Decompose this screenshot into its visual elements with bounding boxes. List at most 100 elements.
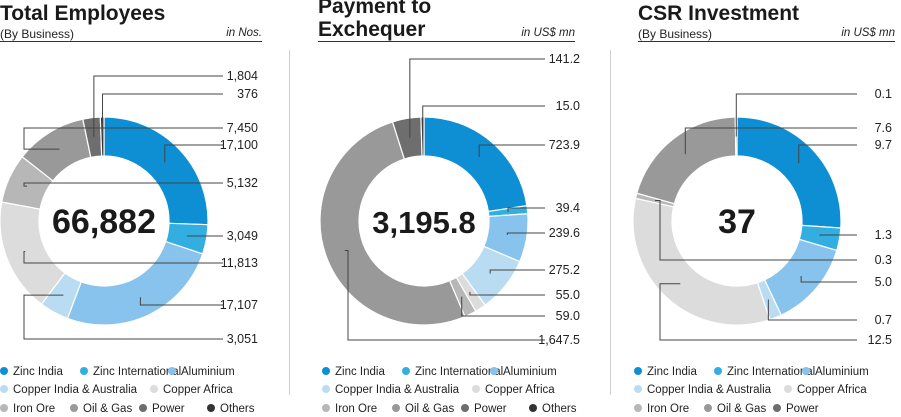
- leader-line-copper-india-and-australia: [23, 294, 223, 340]
- legend-swatch: [634, 367, 642, 375]
- legend-swatch: [0, 404, 8, 412]
- legend-label: Iron Ore: [335, 403, 378, 415]
- leader-line-copper-india-and-australia: [489, 269, 545, 274]
- value-label-aluminium: 17,107: [220, 298, 258, 312]
- leader-line-others: [102, 93, 223, 137]
- legend-swatch: [207, 404, 215, 412]
- slice-zinc-india: [736, 116, 842, 229]
- legend-label: Power: [152, 403, 185, 415]
- legend-item-copper-india-and-australia: Copper India & Australia: [634, 384, 771, 396]
- legend-swatch: [322, 404, 330, 412]
- legend-label: Aluminium: [503, 366, 557, 378]
- value-label-others: 15.0: [556, 99, 580, 113]
- value-label-copper-africa: 55.0: [556, 288, 580, 302]
- legend-item-iron-ore: Iron Ore: [634, 403, 689, 415]
- chart-unit: in Nos.: [226, 27, 262, 39]
- leader-line-oil-and-gas: [23, 127, 223, 150]
- legend-swatch: [461, 404, 469, 412]
- legend-swatch: [139, 404, 147, 412]
- legend-label: Oil & Gas: [405, 403, 455, 415]
- slice-oil-and-gas: [636, 116, 737, 205]
- value-label-iron-ore: 5,132: [227, 176, 258, 190]
- value-label-power: 1,804: [227, 69, 258, 83]
- value-label-zinc-international: 1.3: [875, 228, 892, 242]
- value-label-zinc-india: 17,100: [220, 138, 258, 152]
- value-label-copper-india-and-australia: 275.2: [549, 263, 580, 277]
- value-label-power: 141.2: [549, 52, 580, 66]
- slice-others: [99, 116, 105, 157]
- legend-label: Copper India & Australia: [647, 384, 772, 396]
- value-label-iron-ore: 0.3: [875, 253, 892, 267]
- legend-swatch: [322, 367, 330, 375]
- legend-swatch: [490, 367, 498, 375]
- legend-label: Copper India & Australia: [335, 384, 460, 396]
- legend-swatch: [634, 404, 642, 412]
- panel-csr-investment: CSR Investment (By Business) in US$ mn 9…: [632, 0, 901, 417]
- value-label-copper-india-and-australia: 3,051: [227, 332, 258, 346]
- legend-item-aluminium: Aluminium: [802, 366, 869, 378]
- value-label-zinc-international: 39.4: [556, 201, 580, 215]
- legend-label: Copper Africa: [485, 384, 555, 396]
- legend-swatch: [714, 367, 722, 375]
- leader-line-others: [422, 105, 545, 137]
- legend-label: Copper India & Australia: [13, 384, 138, 396]
- legend-item-power: Power: [773, 403, 819, 415]
- legend-item-zinc-international: Zinc International: [714, 366, 815, 378]
- legend-item-aluminium: Aluminium: [490, 366, 557, 378]
- legend-swatch: [322, 385, 330, 393]
- legend-swatch: [704, 404, 712, 412]
- donut-chart-exchequer: 723.9 39.4 239.6 275.2 55.0 59.0 1,647.5 141.2 1…: [319, 52, 580, 347]
- legend-swatch: [402, 367, 410, 375]
- legend-item-copper-africa: Copper Africa: [150, 384, 233, 396]
- donut-chart-employees: 17,100 3,049 17,107 3,051 11,813 5,132 7,450 1,…: [0, 69, 258, 346]
- legend-item-copper-africa: Copper Africa: [472, 384, 555, 396]
- slice-aluminium: [66, 240, 204, 326]
- leader-line-oil-and-gas: [344, 249, 545, 341]
- legend-swatch: [168, 367, 176, 375]
- center-total-label: 37: [718, 203, 756, 241]
- value-label-zinc-india: 9.7: [875, 138, 892, 152]
- legend-label: Power: [474, 403, 507, 415]
- legend-item-oil-and-gas: Oil & Gas: [392, 403, 454, 415]
- leader-line-iron-ore: [23, 182, 223, 187]
- leader-line-zinc-india: [478, 144, 545, 158]
- legend-label: Oil & Gas: [83, 403, 133, 415]
- value-label-aluminium: 5.0: [875, 275, 892, 289]
- legend-swatch: [529, 404, 537, 412]
- legend-item-iron-ore: Iron Ore: [0, 403, 55, 415]
- legend-item-others: Others: [529, 403, 577, 415]
- leader-line-iron-ore: [461, 296, 545, 317]
- chart-title: CSR Investment: [638, 2, 800, 25]
- legend-label: Zinc India: [335, 366, 385, 378]
- panel-total-employees: Total Employees (By Business) in Nos. 17…: [0, 0, 280, 417]
- legend-swatch: [0, 367, 8, 375]
- leader-line-copper-africa: [469, 291, 545, 296]
- legend-label: Zinc India: [647, 366, 697, 378]
- chart-title-line-2: Exchequer: [318, 18, 426, 41]
- legend-item-zinc-india: Zinc India: [0, 366, 63, 378]
- donut-chart-csr: 9.7 1.3 5.0 0.7 12.5 0.3 7.6 0.1 37: [632, 87, 892, 347]
- legend-label: Copper Africa: [163, 384, 233, 396]
- legend-label: Copper Africa: [797, 384, 867, 396]
- legend: Zinc India Zinc International Aluminium Cop…: [322, 366, 593, 416]
- leader-line-oil-and-gas: [684, 127, 857, 155]
- value-label-iron-ore: 59.0: [556, 309, 580, 323]
- leader-line-power: [735, 93, 857, 137]
- legend-label: Iron Ore: [13, 403, 56, 415]
- legend-item-copper-india-and-australia: Copper India & Australia: [322, 384, 459, 396]
- legend-swatch: [802, 367, 810, 375]
- leader-line-iron-ore: [655, 200, 857, 261]
- legend-label: Others: [542, 403, 577, 415]
- legend-swatch: [70, 404, 78, 412]
- value-label-others: 376: [237, 87, 258, 101]
- value-label-aluminium: 239.6: [549, 226, 580, 240]
- legend-label: Zinc India: [13, 366, 63, 378]
- legend-item-iron-ore: Iron Ore: [322, 403, 377, 415]
- leader-line-zinc-india: [164, 144, 223, 163]
- center-total-label: 66,882: [52, 203, 156, 241]
- legend-item-zinc-international: Zinc International: [80, 366, 181, 378]
- chart-unit: in US$ mn: [521, 27, 575, 39]
- slice-copper-africa: [632, 197, 771, 326]
- legend: Zinc India Zinc International Aluminium Cop…: [0, 366, 280, 416]
- leader-line-zinc-international: [507, 207, 545, 212]
